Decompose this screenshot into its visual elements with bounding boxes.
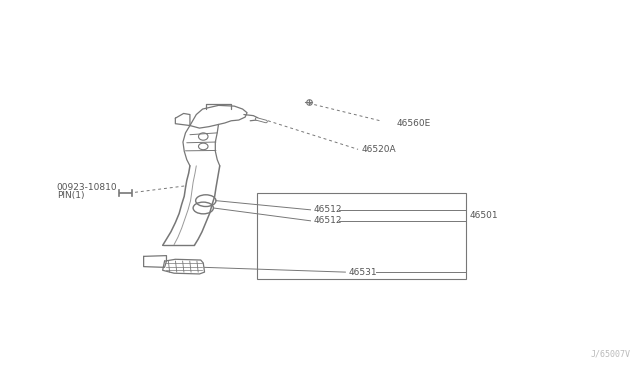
Text: 46512: 46512 xyxy=(314,216,342,225)
Text: J/65007V: J/65007V xyxy=(591,349,631,358)
Text: 46512: 46512 xyxy=(314,205,342,214)
Text: 46520A: 46520A xyxy=(361,145,396,154)
Text: 46560E: 46560E xyxy=(396,119,430,128)
Text: 46531: 46531 xyxy=(349,267,377,277)
Bar xyxy=(257,193,466,279)
Text: 46501: 46501 xyxy=(469,211,498,220)
Text: PIN(1): PIN(1) xyxy=(57,191,84,200)
Text: 00923-10810: 00923-10810 xyxy=(57,183,117,192)
